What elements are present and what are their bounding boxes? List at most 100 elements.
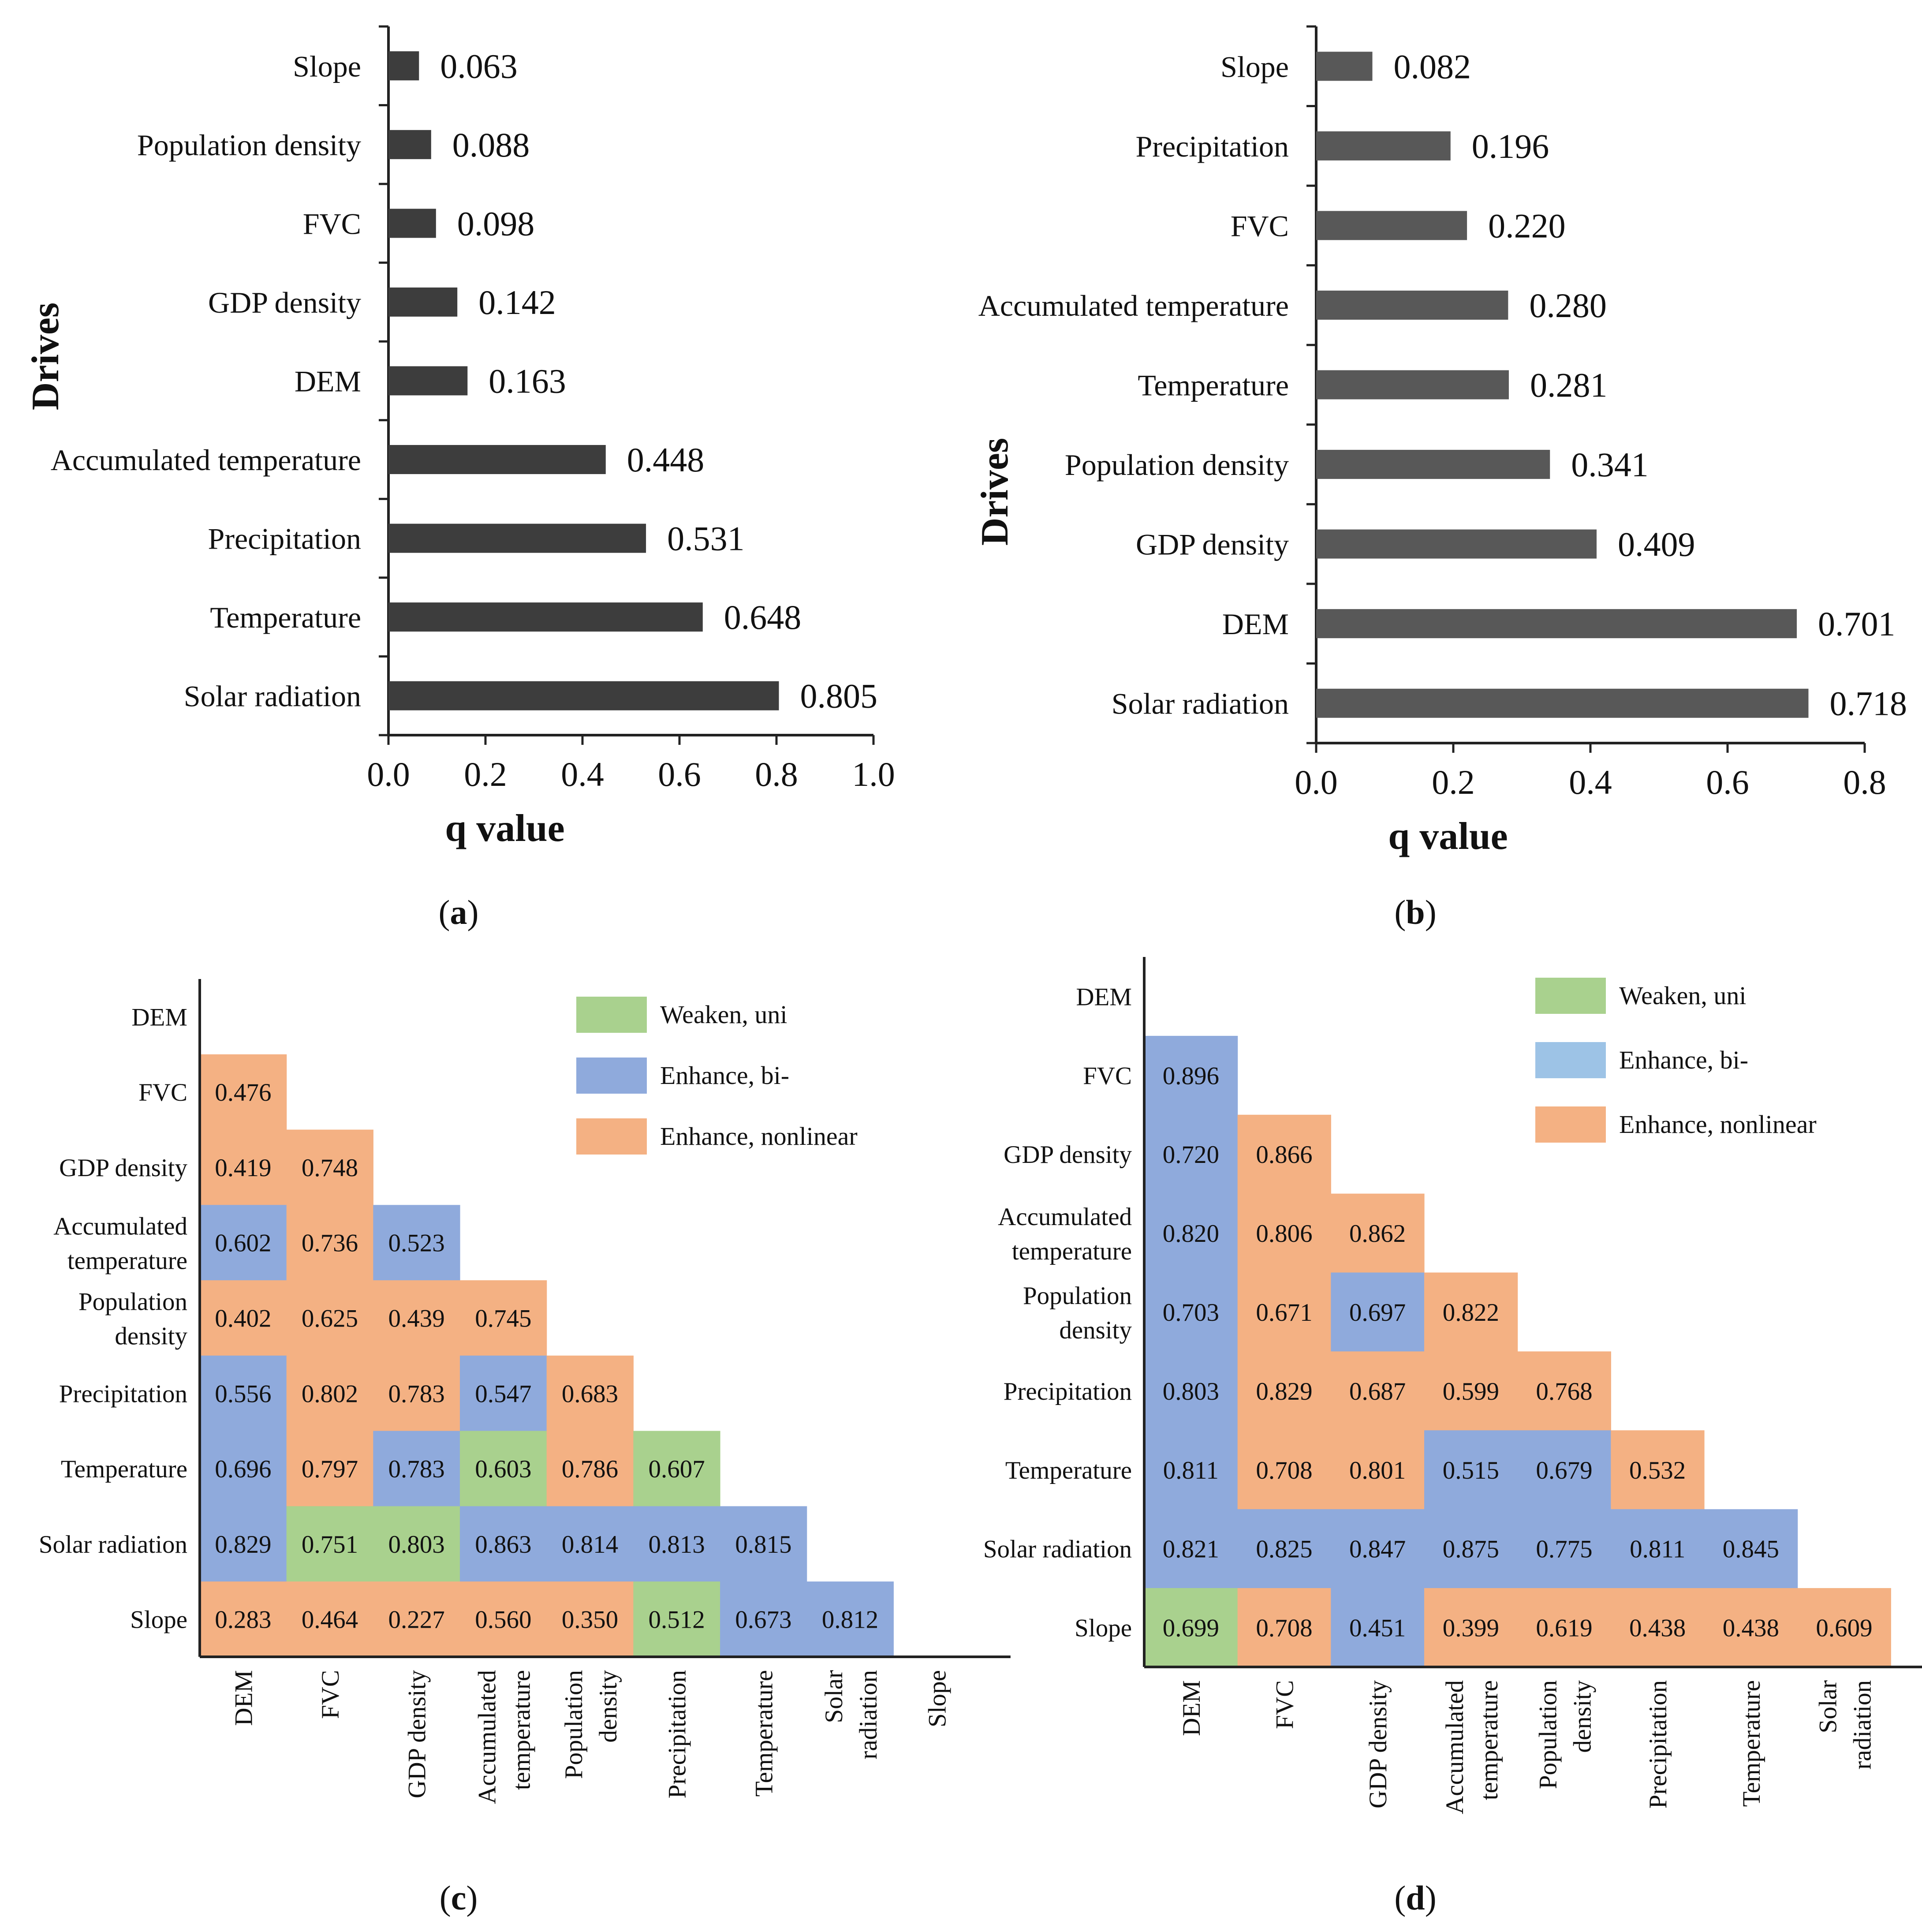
x-tick-label: 0.8	[1843, 763, 1886, 801]
category-label: DEM	[295, 365, 361, 398]
panel-label-letter: b	[1406, 893, 1425, 931]
legend-label: Enhance, bi-	[660, 1061, 789, 1090]
x-tick-label: 0.0	[1295, 763, 1338, 801]
bar	[1316, 131, 1451, 161]
cell-value: 0.786	[562, 1455, 618, 1483]
row-label: Slope	[130, 1606, 187, 1634]
cell-value: 0.847	[1349, 1536, 1406, 1563]
row-label: temperature	[67, 1247, 187, 1275]
row-label: GDP density	[59, 1154, 187, 1182]
matrix-cell	[373, 1431, 460, 1507]
matrix-cell	[200, 1054, 287, 1130]
data-label: 0.281	[1530, 366, 1608, 404]
matrix-cell	[200, 1205, 287, 1281]
cell-value: 0.821	[1163, 1536, 1219, 1563]
cell-value: 0.745	[475, 1305, 531, 1333]
cell-value: 0.822	[1443, 1299, 1499, 1327]
cell-value: 0.512	[649, 1606, 705, 1634]
cell-value: 0.803	[1163, 1378, 1219, 1405]
matrix-cell	[460, 1355, 547, 1431]
legend-swatch	[576, 997, 647, 1033]
matrix-cell	[1704, 1509, 1798, 1588]
cell-value: 0.863	[475, 1531, 531, 1558]
matrix-cell	[633, 1431, 720, 1507]
cell-value: 0.283	[215, 1606, 271, 1634]
data-label: 0.063	[440, 47, 518, 85]
cell-value: 0.560	[475, 1606, 531, 1634]
cell-value: 0.768	[1536, 1378, 1592, 1405]
cell-value: 0.602	[215, 1229, 271, 1257]
matrix-cell	[1237, 1272, 1331, 1352]
bar	[388, 287, 458, 317]
cell-value: 0.814	[562, 1531, 618, 1558]
cell-value: 0.896	[1163, 1062, 1219, 1090]
matrix-cell	[720, 1506, 807, 1582]
bar	[1316, 290, 1508, 320]
row-label: Population	[1023, 1282, 1132, 1310]
cell-value: 0.748	[302, 1154, 358, 1182]
data-label: 0.142	[478, 283, 556, 321]
matrix-cell	[633, 1581, 720, 1657]
panel-b-bar-chart: 0.0 0.2 0.4 0.6 0.8 Slope 0.082 Precipitation 0.…	[974, 25, 1907, 931]
x-tick-label: 0.0	[367, 755, 410, 793]
matrix-cell	[286, 1431, 373, 1507]
row-label: DEM	[131, 1003, 187, 1031]
panel-d-interaction-matrix: 0.896 0.720 0.866 0.820 0.806 0.862 0.703 0.671…	[983, 957, 1922, 1917]
legend-swatch	[576, 1118, 647, 1155]
matrix-cell	[373, 1506, 460, 1582]
row-label: GDP density	[1004, 1141, 1132, 1169]
legend-label: Weaken, uni	[1619, 981, 1746, 1010]
matrix-cell	[1331, 1193, 1425, 1273]
category-label: Precipitation	[208, 522, 361, 556]
matrix-cell	[373, 1205, 460, 1281]
data-label: 0.448	[627, 441, 705, 479]
matrix-cell	[1237, 1114, 1331, 1194]
column-label: Accumulated	[1441, 1680, 1469, 1814]
matrix-cell	[1797, 1588, 1891, 1667]
bar	[1316, 52, 1373, 81]
column-label: Solar	[1814, 1680, 1842, 1733]
bar	[1316, 370, 1509, 400]
matrix-cell	[286, 1506, 373, 1582]
matrix-cell	[546, 1581, 634, 1657]
x-tick-label: 0.4	[1569, 763, 1612, 801]
cell-value: 0.696	[215, 1455, 271, 1483]
row-label: Slope	[1075, 1614, 1132, 1642]
matrix-cell	[1237, 1351, 1331, 1431]
cell-value: 0.803	[388, 1531, 445, 1558]
bar	[388, 51, 419, 81]
column-label: GDP density	[403, 1670, 431, 1798]
data-label: 0.409	[1618, 525, 1695, 564]
matrix-cell	[373, 1280, 460, 1356]
cell-value: 0.703	[1163, 1299, 1219, 1327]
matrix-cell	[1237, 1193, 1331, 1273]
matrix-cell	[1424, 1509, 1518, 1588]
matrix-cell	[373, 1355, 460, 1431]
data-label: 0.805	[800, 677, 878, 715]
matrix-cell	[200, 1431, 287, 1507]
matrix-cell	[1144, 1509, 1238, 1588]
cell-value: 0.419	[215, 1154, 271, 1182]
matrix-cell	[1331, 1272, 1425, 1352]
category-label: FVC	[1231, 209, 1289, 243]
category-label: Slope	[1220, 50, 1289, 83]
matrix-cell	[720, 1581, 807, 1657]
cell-value: 0.708	[1256, 1614, 1312, 1642]
matrix-cell	[1424, 1588, 1518, 1667]
column-label: density	[594, 1670, 622, 1743]
matrix-cell	[1331, 1588, 1425, 1667]
matrix-cell	[806, 1581, 894, 1657]
column-label: Slope	[924, 1670, 952, 1727]
cell-value: 0.825	[1256, 1536, 1312, 1563]
cell-value: 0.515	[1443, 1457, 1499, 1484]
cell-value: 0.811	[1630, 1536, 1685, 1563]
cell-value: 0.775	[1536, 1536, 1592, 1563]
column-label: Population	[1534, 1680, 1562, 1789]
category-label: Population density	[137, 128, 361, 162]
row-label: Solar radiation	[983, 1536, 1132, 1563]
row-label: Precipitation	[1004, 1378, 1132, 1405]
cell-value: 0.556	[215, 1380, 271, 1408]
category-label: Accumulated temperature	[978, 289, 1289, 322]
cell-value: 0.820	[1163, 1220, 1219, 1248]
panel-label-letter: d	[1406, 1879, 1425, 1917]
